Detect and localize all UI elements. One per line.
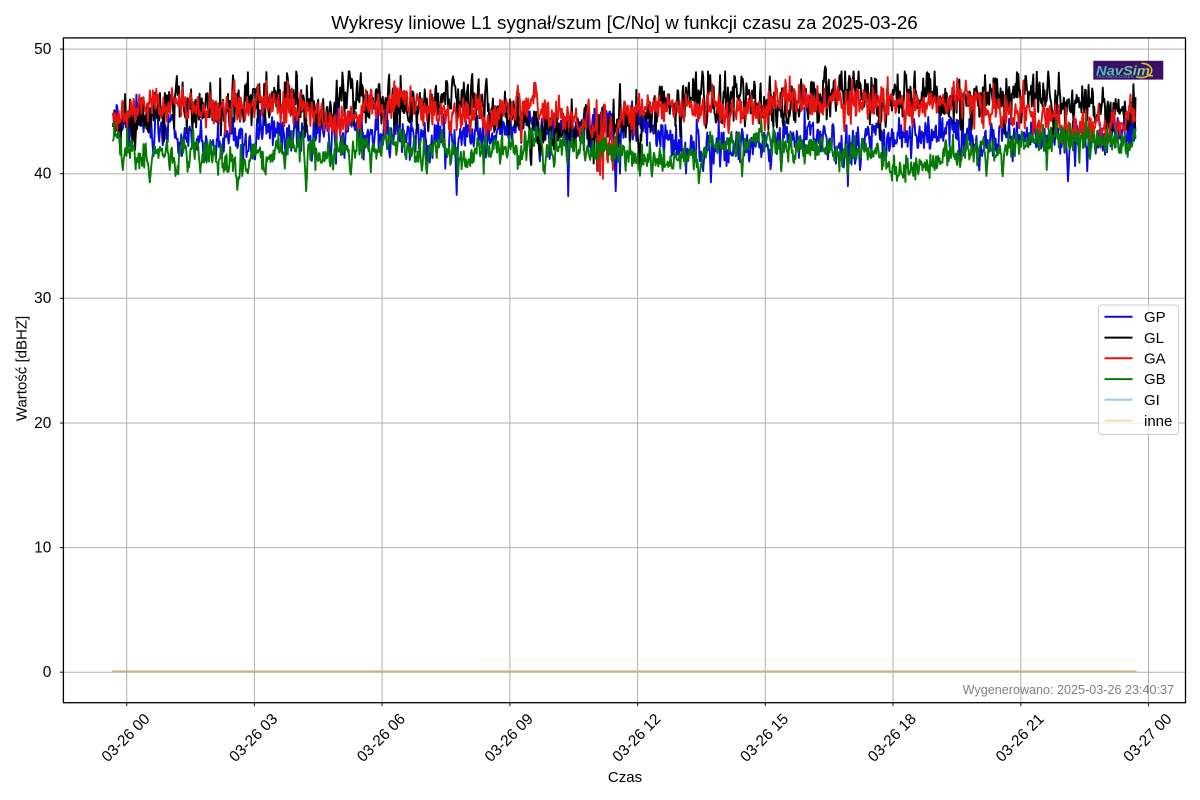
svg-text:GI: GI [1144, 392, 1160, 409]
svg-text:NavSim: NavSim [1096, 63, 1150, 78]
svg-text:Wykresy liniowe L1 sygnał/szum: Wykresy liniowe L1 sygnał/szum [C/No] w … [331, 12, 917, 33]
svg-text:50: 50 [34, 41, 51, 58]
svg-text:Wygenerowano: 2025-03-26 23:40: Wygenerowano: 2025-03-26 23:40:37 [963, 683, 1174, 697]
svg-text:GP: GP [1144, 309, 1166, 326]
svg-text:10: 10 [34, 539, 51, 556]
svg-text:20: 20 [34, 415, 51, 432]
svg-text:Wartość [dBHZ]: Wartość [dBHZ] [14, 316, 31, 421]
svg-text:Czas: Czas [608, 769, 642, 786]
svg-text:TECHNOLOGIES INC.: TECHNOLOGIES INC. [1096, 74, 1146, 79]
svg-text:inne: inne [1144, 413, 1172, 430]
svg-text:GL: GL [1144, 330, 1164, 347]
svg-text:GA: GA [1144, 351, 1166, 368]
svg-text:30: 30 [34, 290, 51, 307]
svg-text:GB: GB [1144, 371, 1166, 388]
svg-text:0: 0 [43, 664, 52, 681]
svg-text:40: 40 [34, 166, 51, 183]
